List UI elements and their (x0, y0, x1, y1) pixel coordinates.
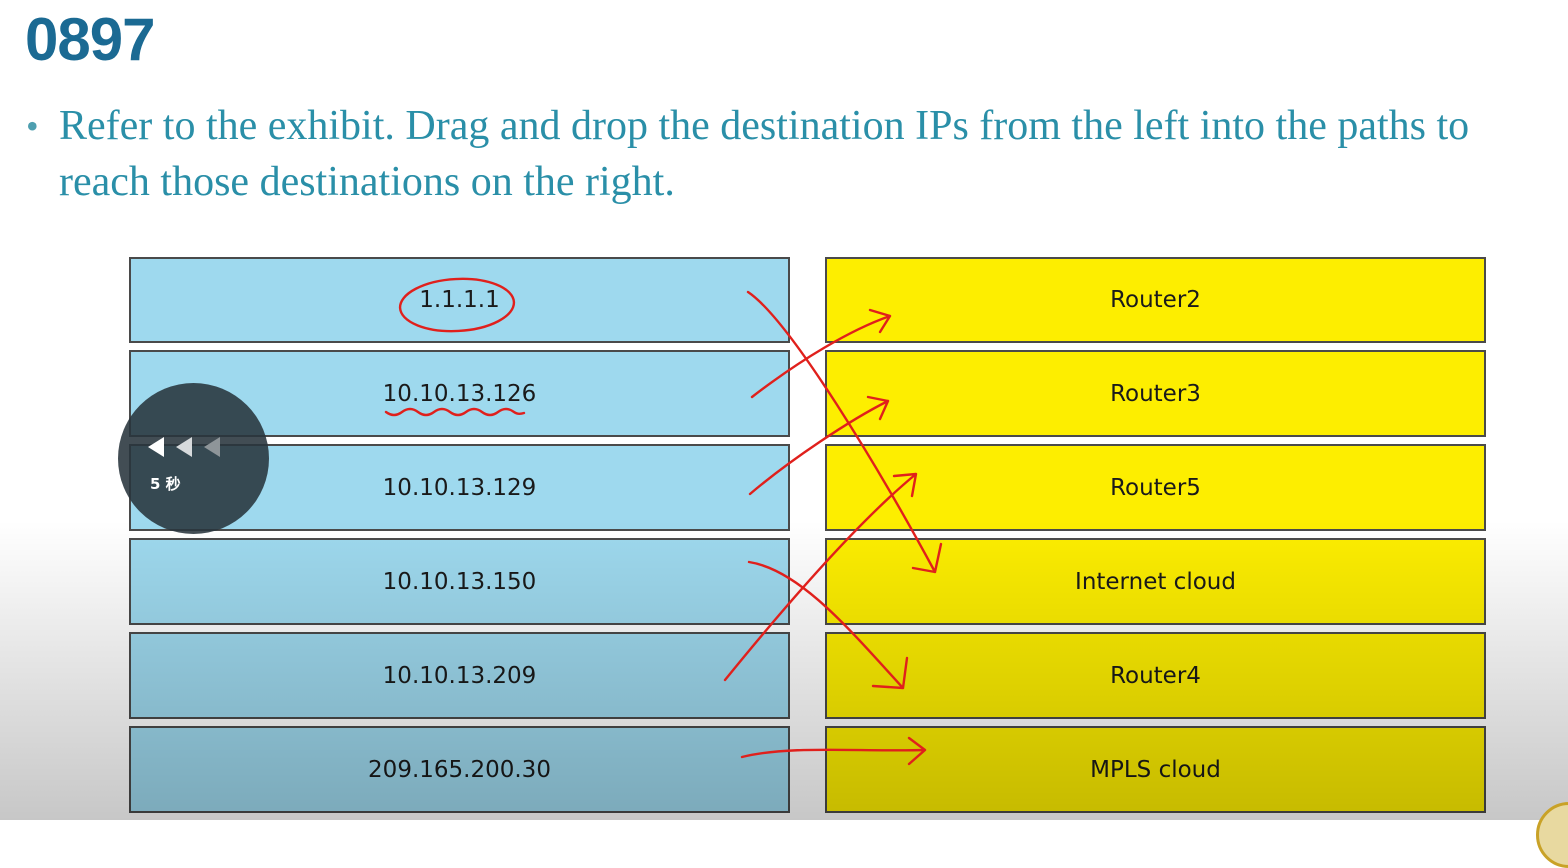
target-path-label: Router2 (1110, 287, 1201, 313)
target-path-label: Router5 (1110, 474, 1201, 501)
source-ip-item[interactable]: 10.10.13.150 (129, 538, 790, 625)
target-path-slot[interactable]: Router2 (825, 257, 1486, 343)
source-ip-label: 10.10.13.209 (382, 662, 537, 689)
target-path-label: MPLS cloud (1090, 756, 1221, 783)
target-path-label: Router3 (1110, 380, 1201, 407)
source-ip-label: 10.10.13.129 (382, 474, 537, 501)
source-ip-label: 10.10.13.150 (382, 568, 537, 595)
target-path-slot[interactable]: Router3 (825, 350, 1486, 437)
slide-title: 0897 (25, 6, 155, 73)
rewind-seek-overlay[interactable]: 5 秒 (118, 383, 269, 534)
target-path-slot[interactable]: Internet cloud (825, 538, 1486, 625)
source-ip-item[interactable]: 10.10.13.209 (129, 632, 790, 719)
rewind-icon (148, 437, 220, 457)
question-text: Refer to the exhibit. Drag and drop the … (59, 103, 1470, 205)
target-path-slot[interactable]: Router4 (825, 632, 1486, 719)
source-ip-label: 1.1.1.1 (419, 287, 500, 313)
target-path-label: Internet cloud (1075, 568, 1236, 595)
target-path-label: Router4 (1110, 662, 1201, 689)
source-ip-item[interactable]: 1.1.1.1 (129, 257, 790, 343)
seek-seconds-label: 5 秒 (150, 475, 181, 493)
channel-logo (1536, 802, 1568, 868)
target-path-slot[interactable]: MPLS cloud (825, 726, 1486, 813)
source-ip-item[interactable]: 209.165.200.30 (129, 726, 790, 813)
target-path-slot[interactable]: Router5 (825, 444, 1486, 531)
source-ip-label: 10.10.13.126 (382, 380, 537, 407)
source-ip-label: 209.165.200.30 (368, 756, 551, 783)
bullet-dot: • (26, 106, 39, 146)
